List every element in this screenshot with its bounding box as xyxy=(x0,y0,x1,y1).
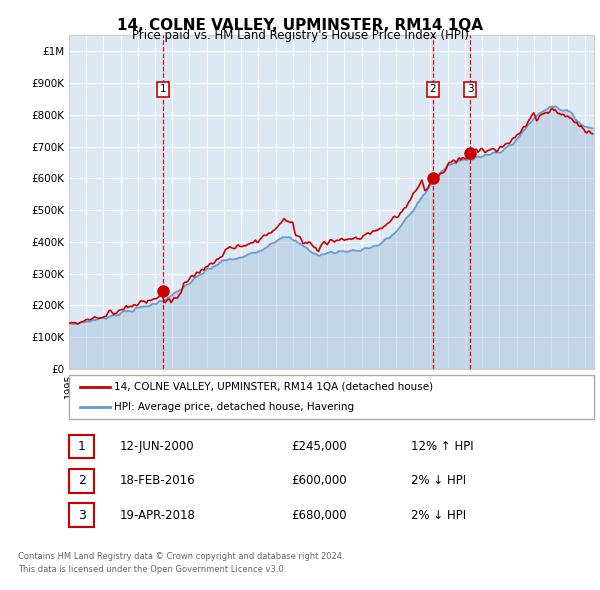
Text: 1: 1 xyxy=(160,84,166,94)
Text: 3: 3 xyxy=(467,84,473,94)
Text: £600,000: £600,000 xyxy=(291,474,347,487)
Text: 3: 3 xyxy=(77,509,86,522)
Text: £680,000: £680,000 xyxy=(291,509,347,522)
Text: 14, COLNE VALLEY, UPMINSTER, RM14 1QA: 14, COLNE VALLEY, UPMINSTER, RM14 1QA xyxy=(117,18,483,32)
Text: 2% ↓ HPI: 2% ↓ HPI xyxy=(411,509,466,522)
Text: 2: 2 xyxy=(77,474,86,487)
Text: £245,000: £245,000 xyxy=(291,440,347,453)
Text: Price paid vs. HM Land Registry's House Price Index (HPI): Price paid vs. HM Land Registry's House … xyxy=(131,30,469,42)
Text: HPI: Average price, detached house, Havering: HPI: Average price, detached house, Have… xyxy=(114,402,354,412)
Text: 2% ↓ HPI: 2% ↓ HPI xyxy=(411,474,466,487)
Text: 14, COLNE VALLEY, UPMINSTER, RM14 1QA (detached house): 14, COLNE VALLEY, UPMINSTER, RM14 1QA (d… xyxy=(114,382,433,392)
Text: 19-APR-2018: 19-APR-2018 xyxy=(120,509,196,522)
Text: This data is licensed under the Open Government Licence v3.0.: This data is licensed under the Open Gov… xyxy=(18,565,286,574)
Text: Contains HM Land Registry data © Crown copyright and database right 2024.: Contains HM Land Registry data © Crown c… xyxy=(18,552,344,561)
Text: 18-FEB-2016: 18-FEB-2016 xyxy=(120,474,196,487)
Text: 1: 1 xyxy=(77,440,86,453)
Text: 12-JUN-2000: 12-JUN-2000 xyxy=(120,440,194,453)
Text: 12% ↑ HPI: 12% ↑ HPI xyxy=(411,440,473,453)
Text: 2: 2 xyxy=(430,84,436,94)
